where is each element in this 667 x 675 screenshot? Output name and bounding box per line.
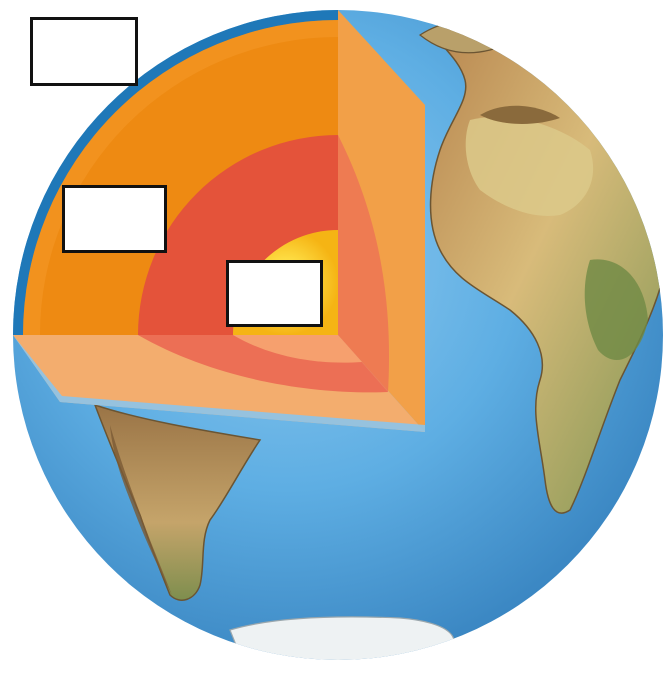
outer-core-side (338, 135, 390, 392)
sahara-region (465, 116, 594, 216)
inner-core-bottom (233, 335, 362, 363)
congo-region (584, 259, 648, 360)
label-box-core[interactable] (226, 260, 323, 327)
crust-edge-bottom (13, 335, 425, 432)
label-box-mantle[interactable] (62, 185, 167, 253)
label-box-crust[interactable] (30, 17, 138, 86)
continent-antarctica (229, 616, 455, 660)
atlas-mountains (480, 105, 560, 124)
